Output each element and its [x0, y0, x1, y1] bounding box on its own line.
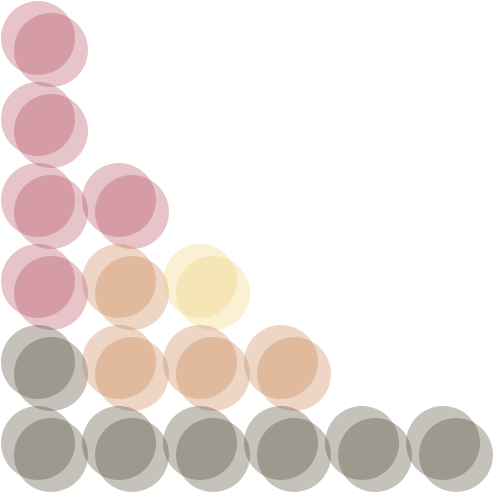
- circle-pair-red: [82, 163, 169, 249]
- circle-pair-gray: [1, 325, 88, 411]
- circle-gray: [244, 406, 318, 480]
- circle-gray: [82, 406, 156, 480]
- circle-gray: [325, 406, 399, 480]
- circle-pair-tan: [82, 325, 169, 411]
- circle-red: [14, 13, 88, 87]
- circle-pair-tan: [163, 325, 250, 411]
- circle-gray: [338, 418, 412, 492]
- circle-tan: [95, 337, 169, 411]
- circle-red: [82, 163, 156, 237]
- circle-pairs-group: [1, 1, 493, 492]
- circle-gray: [1, 406, 75, 480]
- circle-pair-yellow: [163, 244, 250, 330]
- circle-pair-gray: [325, 406, 412, 492]
- circle-gray: [176, 418, 250, 492]
- circle-pair-gray: [1, 406, 88, 492]
- circle-pair-gray: [163, 406, 250, 492]
- circle-pair-gray: [406, 406, 493, 492]
- circle-gray: [257, 418, 331, 492]
- circle-red: [95, 175, 169, 249]
- circle-pair-tan: [82, 244, 169, 330]
- circle-gray: [14, 418, 88, 492]
- circle-pair-red: [1, 163, 88, 249]
- circle-pair-gray: [82, 406, 169, 492]
- circle-pair-red: [1, 82, 88, 168]
- circle-tan: [244, 325, 318, 399]
- circle-gray: [14, 337, 88, 411]
- circle-gray: [95, 418, 169, 492]
- circle-pair-red: [1, 244, 88, 330]
- circle-tan: [82, 325, 156, 399]
- circle-red: [14, 175, 88, 249]
- circle-red: [14, 256, 88, 330]
- circle-red: [1, 244, 75, 318]
- circle-yellow: [163, 244, 237, 318]
- circle-red: [1, 1, 75, 75]
- circle-gray: [406, 406, 480, 480]
- circle-tan: [95, 256, 169, 330]
- circle-pair-tan: [244, 325, 331, 411]
- circle-gray: [1, 325, 75, 399]
- circle-red: [1, 163, 75, 237]
- circle-yellow: [176, 256, 250, 330]
- circle-tan: [82, 244, 156, 318]
- circle-red: [1, 82, 75, 156]
- circle-tan: [176, 337, 250, 411]
- circle-red: [14, 94, 88, 168]
- circle-pair-gray: [244, 406, 331, 492]
- circle-tan: [163, 325, 237, 399]
- circle-gray: [419, 418, 493, 492]
- circle-gray: [163, 406, 237, 480]
- circle-tan: [257, 337, 331, 411]
- circle-pair-red: [1, 1, 88, 87]
